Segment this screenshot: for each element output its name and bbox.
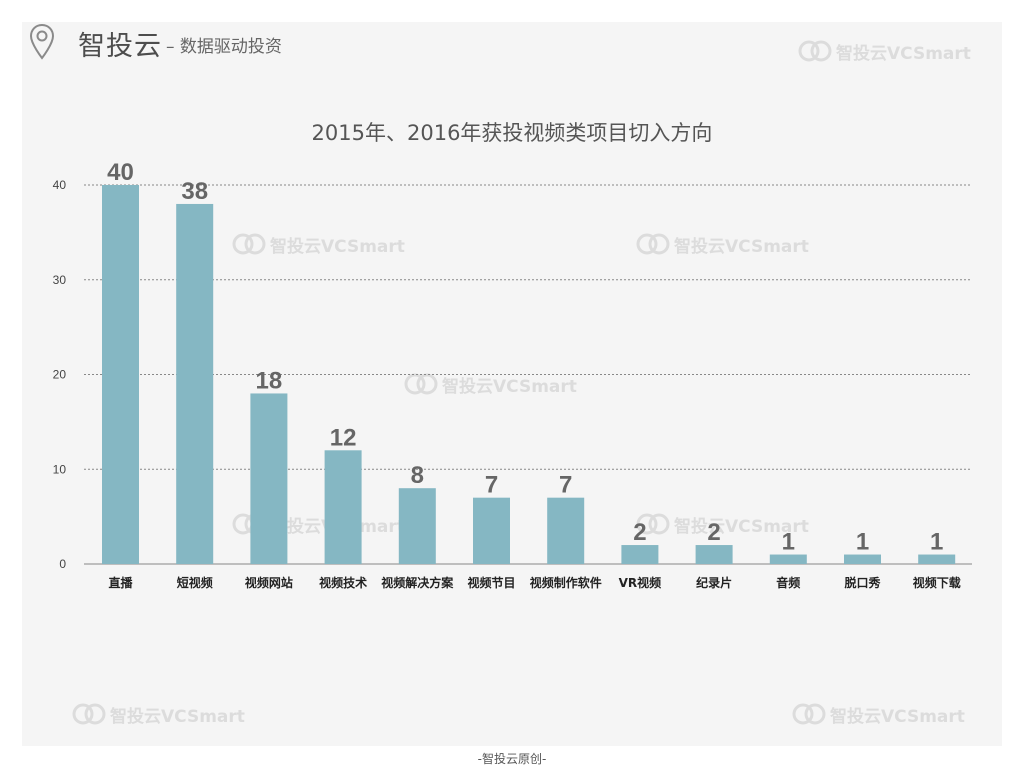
watermark-text: 智投云VCSmart — [270, 236, 405, 257]
bar-value-label: 40 — [107, 159, 134, 186]
chart-title: 2015年、2016年获投视频类项目切入方向 — [311, 121, 713, 145]
watermark-text: 智投云VCSmart — [674, 236, 809, 257]
x-tick-label: 直播 — [108, 575, 133, 590]
bar — [918, 554, 956, 564]
bar — [621, 545, 659, 564]
x-tick-label: 短视频 — [177, 575, 213, 590]
watermark: 智投云VCSmart — [232, 231, 405, 257]
watermark-logo-icon — [792, 703, 826, 725]
bar — [398, 488, 436, 564]
x-tick-label: 视频技术 — [319, 575, 367, 590]
bar — [324, 450, 362, 564]
watermark-text: 智投云VCSmart — [442, 376, 577, 397]
bar-value-label: 12 — [330, 424, 357, 451]
x-tick-label: VR视频 — [619, 575, 662, 590]
y-tick-label: 10 — [53, 462, 67, 476]
watermark: 智投云VCSmart — [798, 38, 971, 64]
watermark-text: 智投云VCSmart — [836, 43, 971, 64]
bar-value-label: 2 — [633, 519, 646, 546]
watermark-text: 智投云VCSmart — [830, 706, 965, 727]
bar-value-label: 7 — [485, 472, 498, 499]
bar — [695, 545, 733, 564]
x-tick-label: 视频节目 — [467, 575, 515, 590]
y-tick-label: 30 — [53, 273, 67, 287]
watermark: 智投云VCSmart — [72, 701, 245, 727]
footer-credit: -智投云原创- — [477, 752, 547, 766]
bar — [844, 554, 881, 564]
x-tick-label: 音频 — [776, 575, 800, 590]
bar — [473, 497, 510, 564]
y-tick-label: 20 — [53, 368, 67, 382]
watermark-logo-icon — [636, 513, 670, 535]
watermark: 智投云VCSmart — [636, 231, 809, 257]
bar-value-label: 1 — [856, 529, 869, 556]
watermark-logo-icon — [404, 373, 438, 395]
location-pin-icon — [30, 24, 54, 60]
watermark: 智投云VCSmart — [792, 701, 965, 727]
bar-value-label: 2 — [707, 519, 720, 546]
bar — [769, 554, 807, 564]
bar-value-label: 1 — [930, 529, 943, 556]
x-tick-label: 视频解决方案 — [381, 575, 454, 590]
bar-value-label: 18 — [256, 367, 283, 394]
x-tick-label: 纪录片 — [696, 575, 732, 590]
brand-name: 智投云 — [78, 31, 162, 62]
y-tick-label: 0 — [59, 557, 66, 571]
bar — [250, 393, 288, 564]
x-tick-label: 视频制作软件 — [530, 575, 602, 590]
watermark-logo-icon — [636, 233, 670, 255]
watermark-logo-icon — [232, 233, 266, 255]
bar — [547, 497, 585, 564]
bar-value-label: 1 — [782, 529, 795, 556]
watermark-logo-icon — [798, 40, 832, 62]
x-tick-label: 视频网站 — [245, 575, 293, 590]
watermark-text: 智投云VCSmart — [110, 706, 245, 727]
y-tick-label: 40 — [53, 178, 67, 192]
bar — [102, 185, 139, 564]
watermark-text: 智投云VCSmart — [674, 516, 809, 537]
watermark-logo-icon — [72, 703, 106, 725]
bar-value-label: 38 — [181, 178, 208, 205]
x-tick-label: 脱口秀 — [844, 575, 881, 590]
bar-value-label: 8 — [411, 462, 424, 489]
brand-tagline: – 数据驱动投资 — [166, 37, 282, 57]
bar — [176, 203, 214, 564]
x-tick-label: 视频下载 — [913, 575, 961, 590]
watermark: 智投云VCSmart — [404, 371, 577, 397]
watermark: 智投云VCSmart — [636, 511, 809, 537]
bar-value-label: 7 — [559, 472, 572, 499]
